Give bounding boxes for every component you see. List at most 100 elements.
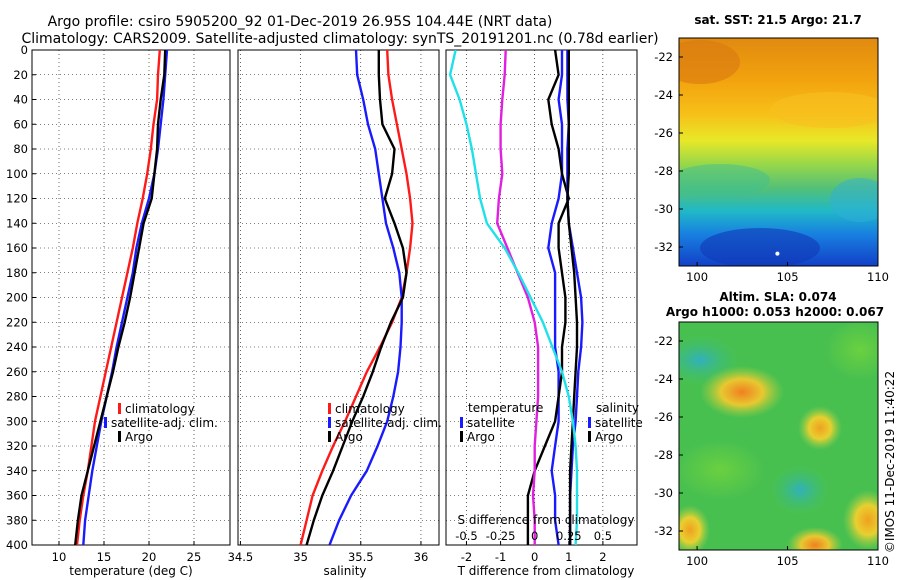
salinity-xlabel: salinity — [323, 564, 366, 578]
legend-label-s-argo: Argo — [595, 430, 623, 444]
map-y-tick-label: -26 — [654, 410, 673, 424]
s-tick-label: -0.5 — [455, 529, 477, 543]
s-tick-label: 0.25 — [556, 529, 582, 543]
y-tick-label: 240 — [6, 340, 28, 354]
sla-map-y-ticks: -22 -24 -26 -28 -30 -32 — [654, 334, 683, 538]
sst-map-image — [679, 38, 878, 266]
legend-label-satellite: satellite-adj. clim. — [111, 416, 218, 430]
legend-swatch-satellite — [104, 417, 107, 428]
argo-position-marker — [775, 251, 780, 256]
sla-map-image — [679, 322, 878, 550]
sla-high-patch — [787, 527, 843, 550]
legend-swatch-argo — [118, 431, 121, 442]
s-tick-label: -0.25 — [486, 529, 516, 543]
series-line-climatology — [299, 50, 414, 545]
map-y-tick-label: -30 — [654, 202, 673, 216]
y-tick-label: 360 — [6, 489, 28, 503]
map-y-tick-label: -30 — [654, 486, 673, 500]
sla-patch — [679, 440, 765, 500]
y-tick-label: 0 — [21, 43, 28, 57]
x-tick-label: 36 — [414, 550, 429, 564]
y-tick-label: 400 — [6, 538, 28, 552]
legend-label-climatology: climatology — [125, 402, 195, 416]
differences-series — [448, 50, 584, 545]
y-tick-label: 280 — [6, 390, 28, 404]
legend-swatch-s-satellite — [588, 417, 591, 428]
sst-map-frame — [678, 37, 879, 267]
salinity-series — [299, 50, 414, 545]
sla-high-patch — [700, 366, 784, 418]
legend-label-argo: Argo — [125, 430, 153, 444]
series-line-temperature-satellite — [547, 50, 564, 545]
map-y-tick-label: -28 — [654, 448, 673, 462]
map-y-tick-label: -26 — [654, 126, 673, 140]
temperature-series — [74, 50, 169, 545]
legend-swatch-argo — [328, 431, 331, 442]
sst-cool-patch — [830, 178, 878, 222]
legend-swatch-climatology — [118, 403, 121, 414]
differences-panel: -2 -1 0 1 2 T difference from climatology S … — [445, 49, 643, 578]
s-tick-label: 0 — [531, 529, 538, 543]
title-line2: Climatology: CARS2009. Satellite-adjuste… — [21, 31, 658, 47]
y-tick-label: 260 — [6, 365, 28, 379]
sst-warm-patch — [679, 40, 740, 84]
legend-label-s-satellite: satellite — [595, 416, 643, 430]
map-x-tick-label: 110 — [867, 554, 889, 568]
sla-map-x-ticks: 100 105 110 — [686, 546, 889, 568]
y-tick-label: 160 — [6, 241, 28, 255]
sla-high-patch — [798, 406, 842, 450]
sla-high-patch — [679, 505, 710, 550]
y-tick-label: 40 — [13, 93, 28, 107]
map-x-tick-label: 105 — [777, 554, 799, 568]
x-tick-label: 35.5 — [348, 550, 374, 564]
y-tick-label: 80 — [13, 142, 28, 156]
map-y-tick-label: -22 — [654, 50, 673, 64]
y-tick-label: 320 — [6, 439, 28, 453]
legend-swatch-t-satellite — [460, 417, 463, 428]
temperature-panel: 0 20 40 60 80 100 120 140 160 180 200 220 240 260 280 3… — [6, 43, 231, 578]
temperature-grid — [32, 49, 230, 546]
differences-legend: temperature salinity satellite Argo sate… — [460, 401, 643, 444]
differences-grid — [446, 49, 637, 546]
x-tick-label: 34.5 — [228, 550, 254, 564]
s-difference-label: S difference from climatology — [458, 513, 635, 527]
y-tick-label: 20 — [13, 68, 28, 82]
y-tick-label: 120 — [6, 192, 28, 206]
temperature-y-ticks: 0 20 40 60 80 100 120 140 160 180 200 220 240 260 280 3… — [6, 43, 36, 552]
salinity-panel: 34.5 35 35.5 36 salinity climatology satell… — [228, 49, 442, 578]
legend-swatch-satellite — [328, 417, 331, 428]
x-tick-label: -2 — [461, 550, 472, 564]
s-difference-ticks: -0.5 -0.25 0 0.25 0.5 — [455, 529, 612, 543]
temperature-legend: climatology satellite-adj. clim. Argo — [104, 402, 218, 444]
map-y-tick-label: -28 — [654, 164, 673, 178]
y-tick-label: 60 — [13, 117, 28, 131]
y-tick-label: 180 — [6, 266, 28, 280]
map-y-tick-label: -22 — [654, 334, 673, 348]
series-line-climatology — [75, 50, 161, 545]
map-x-tick-label: 105 — [777, 270, 799, 284]
y-tick-label: 300 — [6, 414, 28, 428]
sla-low-patch — [770, 465, 830, 515]
x-tick-label: -1 — [495, 550, 506, 564]
y-tick-label: 200 — [6, 291, 28, 305]
x-tick-label: 35 — [293, 550, 308, 564]
sla-map-panel: Altim. SLA: 0.074 Argo h1000: 0.053 h200… — [654, 290, 889, 568]
sst-cool-patch — [679, 164, 770, 196]
salinity-grid — [238, 49, 439, 546]
temperature-x-ticks: 10 15 20 25 — [52, 541, 201, 564]
x-tick-label: 15 — [97, 550, 112, 564]
legend-swatch-s-argo — [588, 431, 591, 442]
x-tick-label: 0 — [531, 550, 538, 564]
sla-map-title: Altim. SLA: 0.074 — [719, 290, 836, 304]
salinity-x-ticks: 34.5 35 35.5 36 — [228, 541, 429, 564]
y-tick-label: 340 — [6, 464, 28, 478]
legend-swatch-t-argo — [460, 431, 463, 442]
x-tick-label: 20 — [142, 550, 157, 564]
sst-map-title: sat. SST: 21.5 Argo: 21.7 — [694, 13, 861, 27]
title-line1: Argo profile: csiro 5905200_92 01-Dec-20… — [48, 14, 553, 30]
series-line-temperature-difference — [496, 50, 540, 545]
imos-credit: ©IMOS 11-Dec-2019 11:40:22 — [883, 371, 897, 553]
x-tick-label: 10 — [52, 550, 67, 564]
x-tick-label: 2 — [599, 550, 606, 564]
